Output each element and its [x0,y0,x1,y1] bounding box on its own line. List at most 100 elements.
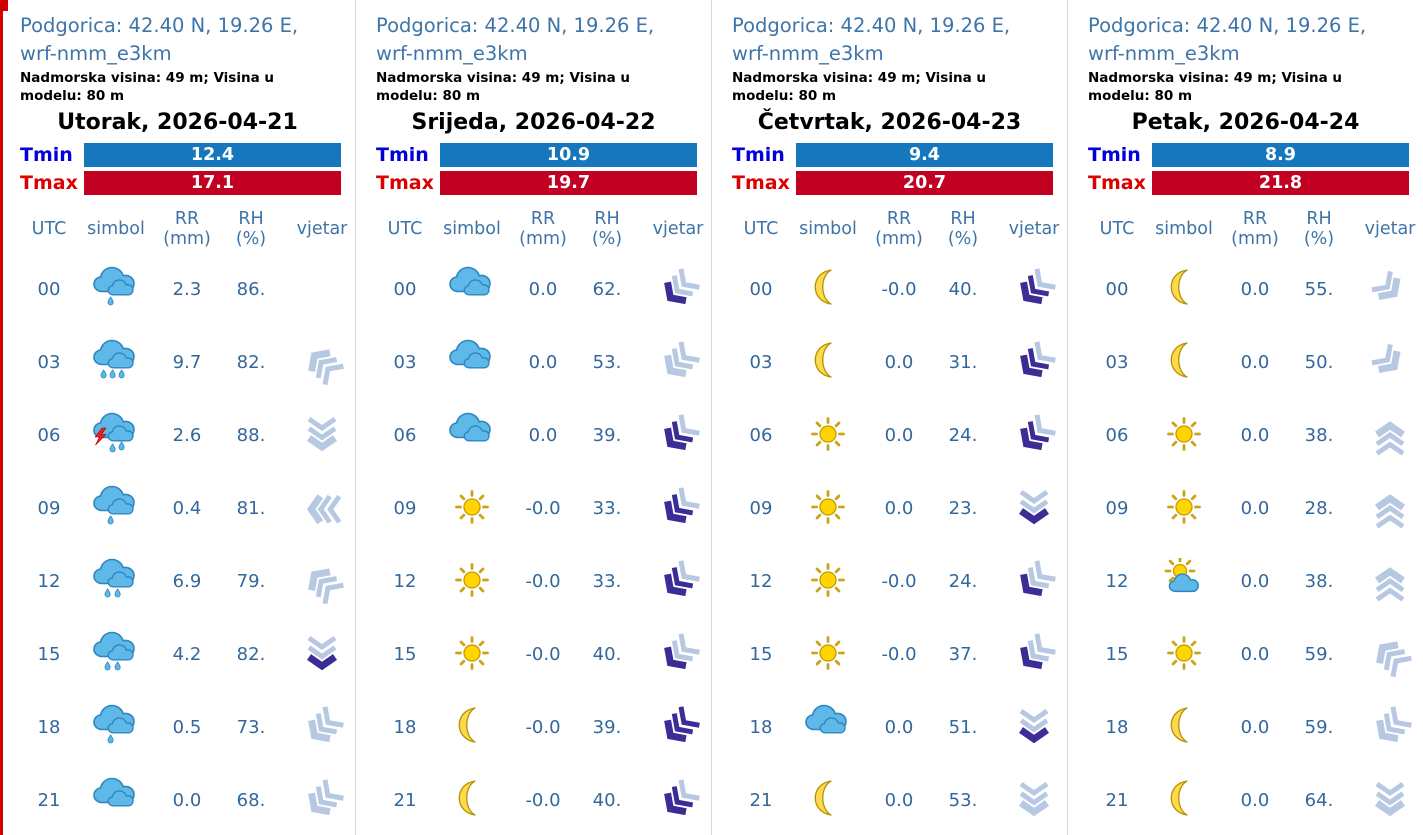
tmax-row: Tmax 17.1 [20,171,355,196]
symbol-cell [790,412,866,460]
sun-icon [1160,631,1208,679]
sun-icon [804,558,852,606]
utc-cell: 03 [393,352,417,374]
col-header-utc: UTC [1099,219,1135,240]
wind-arrow-icon [1366,485,1414,533]
rr-cell: 0.0 [528,352,558,374]
table-row: 00 0.0 55. [1088,253,1423,326]
wind-cell [1350,777,1423,825]
wind-arrow-icon [1010,485,1058,533]
tmax-label: Tmax [376,172,434,195]
col-header-utc: UTC [31,219,67,240]
utc-cell: 03 [749,352,773,374]
symbol-cell [790,485,866,533]
table-row: 12 6.9 79. [20,545,355,618]
wind-arrow-icon [298,412,346,460]
rr-cell: 0.0 [1240,498,1270,520]
utc-cell: 21 [1105,790,1129,812]
table-row: 18 -0.0 39. [376,691,711,764]
utc-cell: 09 [393,498,417,520]
table-body: 00 -0.0 40. 03 0.0 31. 06 0.0 24. 09 0.0… [732,253,1067,835]
symbol-cell [78,558,154,606]
rh-cell: 24. [948,571,978,593]
table-row: 09 0.0 23. [732,472,1067,545]
forecast-panel: Podgorica: 42.40 N, 19.26 E, wrf-nmm_e3k… [0,0,356,835]
location-title: Podgorica: 42.40 N, 19.26 E, wrf-nmm_e3k… [1088,14,1367,65]
wind-arrow-icon [298,485,346,533]
table-header: UTC simbol RR (mm) RH (%) vjetar [1088,205,1423,253]
rh-cell: 39. [592,717,622,739]
tmin-value-bar: 8.9 [1152,143,1409,168]
rh-cell: 86. [236,279,266,301]
rr-cell: 0.4 [172,498,202,520]
col-header-utc: UTC [743,219,779,240]
wind-cell [638,339,718,387]
left-edge-red-line [0,0,3,835]
utc-cell: 15 [37,644,61,666]
rh-cell: 23. [948,498,978,520]
rh-cell: 37. [948,644,978,666]
rr-cell: 2.3 [172,279,202,301]
wind-cell [282,485,362,533]
wind-cell [638,266,718,314]
wind-arrow-icon [1366,631,1414,679]
wind-arrow-icon [1366,777,1414,825]
utc-cell: 00 [393,279,417,301]
rain-1-icon [92,704,140,752]
rr-cell: -0.0 [525,571,561,593]
altitude-info: Nadmorska visina: 49 m; Visina u modelu:… [20,70,274,104]
tmin-value-bar: 9.4 [796,143,1053,168]
symbol-cell [790,558,866,606]
rh-cell: 68. [236,790,266,812]
col-header-simbol: simbol [87,219,145,240]
utc-cell: 06 [749,425,773,447]
thunder-icon [92,412,140,460]
tmin-label: Tmin [1088,144,1141,167]
tmax-value-bar: 17.1 [84,171,341,196]
wind-cell [994,485,1074,533]
wind-arrow-icon [1010,631,1058,679]
tmin-row: Tmin 10.9 [376,143,711,168]
day-title: Petak, 2026-04-24 [1131,110,1360,136]
wind-cell [1350,412,1423,460]
col-header-rr: RR (mm) [875,209,923,250]
rr-cell: 6.9 [172,571,202,593]
table-header: UTC simbol RR (mm) RH (%) vjetar [20,205,355,253]
utc-cell: 00 [749,279,773,301]
sun-icon [448,485,496,533]
moon-icon [804,777,852,825]
rr-cell: -0.0 [881,571,917,593]
rr-cell: -0.0 [525,644,561,666]
moon-icon [1160,704,1208,752]
rr-cell: 2.6 [172,425,202,447]
altitude-info: Nadmorska visina: 49 m; Visina u modelu:… [1088,70,1342,104]
day-title: Četvrtak, 2026-04-23 [757,110,1022,136]
table-row: 18 0.0 51. [732,691,1067,764]
symbol-cell [434,485,510,533]
table-row: 12 -0.0 24. [732,545,1067,618]
rh-cell: 24. [948,425,978,447]
symbol-cell [790,631,866,679]
wind-arrow-icon [298,631,346,679]
symbol-cell [434,558,510,606]
col-header-vjetar: vjetar [652,219,704,240]
symbol-cell [1146,485,1222,533]
table-body: 00 2.3 86. 03 9.7 82. 06 2.6 88. 09 0.4 … [20,253,355,835]
wind-arrow-icon [654,412,702,460]
altitude-info: Nadmorska visina: 49 m; Visina u modelu:… [732,70,986,104]
symbol-cell [1146,266,1222,314]
table-row: 15 -0.0 37. [732,618,1067,691]
rr-cell: -0.0 [881,279,917,301]
col-header-rr: RR (mm) [1231,209,1279,250]
symbol-cell [1146,339,1222,387]
wind-cell [638,631,718,679]
table-body: 00 0.0 55. 03 0.0 50. 06 0.0 38. 09 0.0 … [1088,253,1423,835]
utc-cell: 15 [393,644,417,666]
rr-cell: 0.5 [172,717,202,739]
wind-cell [994,631,1074,679]
col-header-rr: RR (mm) [163,209,211,250]
wind-arrow-icon [654,266,702,314]
wind-arrow-icon [1010,704,1058,752]
table-row: 06 0.0 39. [376,399,711,472]
